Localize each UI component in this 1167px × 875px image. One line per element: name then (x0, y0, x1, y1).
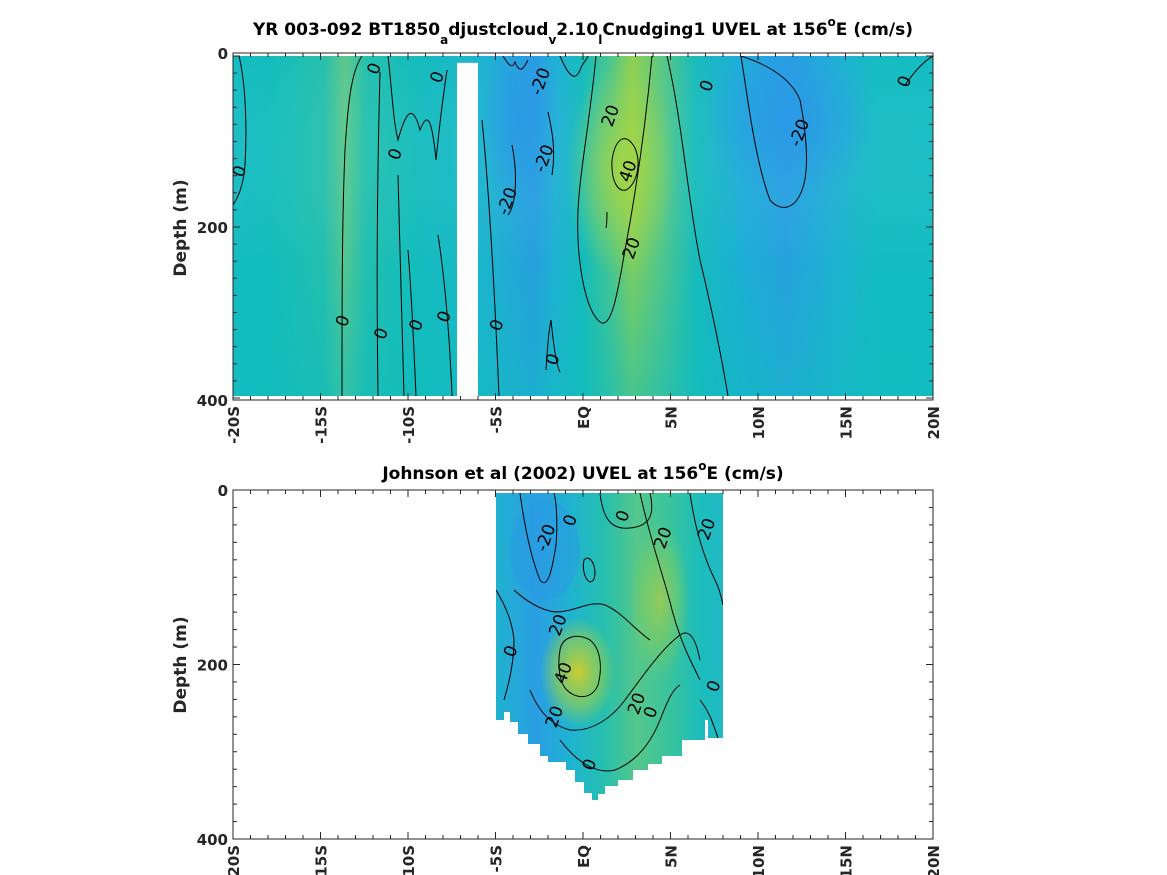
top-panel: YR 003-092 BT1850adjustcloudv2.10lCnudgi… (171, 15, 943, 444)
bottom-contour-line (513, 589, 651, 641)
top-contours (233, 56, 933, 396)
x-tick-label: 5N (663, 406, 681, 429)
top-heatmap (233, 56, 933, 396)
bottom-panel: Johnson et al (2002) UVEL at 156oE (cm/s… (171, 459, 943, 875)
bottom-contour-line (519, 493, 558, 583)
bottom-contour-line (558, 635, 601, 698)
top-heatmap-westward-core (705, 56, 875, 200)
top-contour-line (611, 138, 639, 191)
x-tick-label: EQ (575, 406, 593, 429)
x-tick-label: -10S (400, 406, 418, 444)
top-contour-line (547, 111, 555, 176)
x-tick-label: -10S (400, 845, 418, 875)
top-missing-band (457, 62, 478, 399)
top-contour-line (559, 56, 589, 77)
bottom-contour-line (689, 493, 723, 606)
top-contour-line (341, 56, 363, 396)
bottom-contours (496, 493, 723, 772)
top-contour-line (605, 211, 608, 229)
top-contour-line (397, 174, 405, 396)
bottom-contour-line (559, 684, 681, 772)
top-contour-line (507, 144, 516, 216)
bottom-heatmap (496, 493, 723, 800)
y-tick-label: 0 (218, 45, 228, 63)
bottom-chart-title: Johnson et al (2002) UVEL at 156oE (cm/s… (381, 459, 783, 484)
top-contour-line (666, 56, 729, 396)
bottom-x-axis: -20S -15S -10S -5S EQ 5N 10N 15N 20N (225, 490, 943, 875)
x-tick-label: 15N (838, 406, 856, 439)
bottom-contour-line (496, 589, 515, 701)
x-tick-label: -5S (488, 406, 506, 433)
top-contour-line (437, 234, 453, 396)
top-x-axis: -20S -15S -10S -5S EQ 5N 10N 15N 20N (225, 53, 943, 444)
bottom-heatmap-jet-core (540, 617, 616, 727)
x-tick-label: 10N (750, 845, 768, 875)
bottom-y-axis-label: Depth (m) (171, 616, 191, 713)
y-tick-label: 400 (197, 392, 228, 410)
x-tick-label: 10N (750, 406, 768, 439)
top-contour-line (407, 249, 417, 396)
bottom-y-axis: 0 200 400 (197, 482, 933, 849)
x-tick-label: 20N (925, 406, 943, 439)
y-tick-label: 200 (197, 219, 228, 237)
x-tick-label: EQ (575, 845, 593, 868)
top-contour-line (376, 71, 381, 396)
x-tick-label: -20S (225, 845, 243, 875)
top-y-axis-label: Depth (m) (171, 179, 191, 276)
top-chart-title: YR 003-092 BT1850adjustcloudv2.10lCnudgi… (252, 15, 913, 47)
x-tick-label: -20S (225, 406, 243, 444)
top-contour-line (502, 56, 529, 70)
y-tick-label: 0 (218, 482, 228, 500)
top-y-axis: 0 200 400 (197, 45, 933, 410)
x-tick-label: 15N (838, 845, 856, 875)
bottom-contour-line (582, 557, 596, 583)
top-contour-line (481, 119, 500, 396)
top-contour-line (904, 56, 933, 86)
top-heatmap-jet-core (567, 60, 677, 280)
bottom-heatmap-westward-core (510, 500, 580, 600)
x-tick-label: -15S (313, 845, 331, 875)
x-tick-label: -15S (313, 406, 331, 444)
y-tick-label: 200 (197, 657, 228, 675)
top-contour-line (387, 56, 448, 161)
bottom-contour-line (639, 493, 701, 681)
y-tick-label: 400 (197, 831, 228, 849)
top-contour-line (577, 56, 653, 324)
top-contour-line (545, 319, 561, 373)
top-contour-line (233, 56, 247, 206)
bottom-contour-line (529, 632, 701, 731)
top-contour-line (740, 56, 807, 208)
x-tick-label: -5S (488, 845, 506, 872)
bottom-contour-line (599, 493, 653, 529)
x-tick-label: 20N (925, 845, 943, 875)
bottom-heatmap-north-core (630, 520, 690, 680)
top-heatmap-westward-core-south (480, 56, 560, 210)
x-tick-label: 5N (663, 845, 681, 868)
bottom-contour-line (699, 699, 719, 739)
